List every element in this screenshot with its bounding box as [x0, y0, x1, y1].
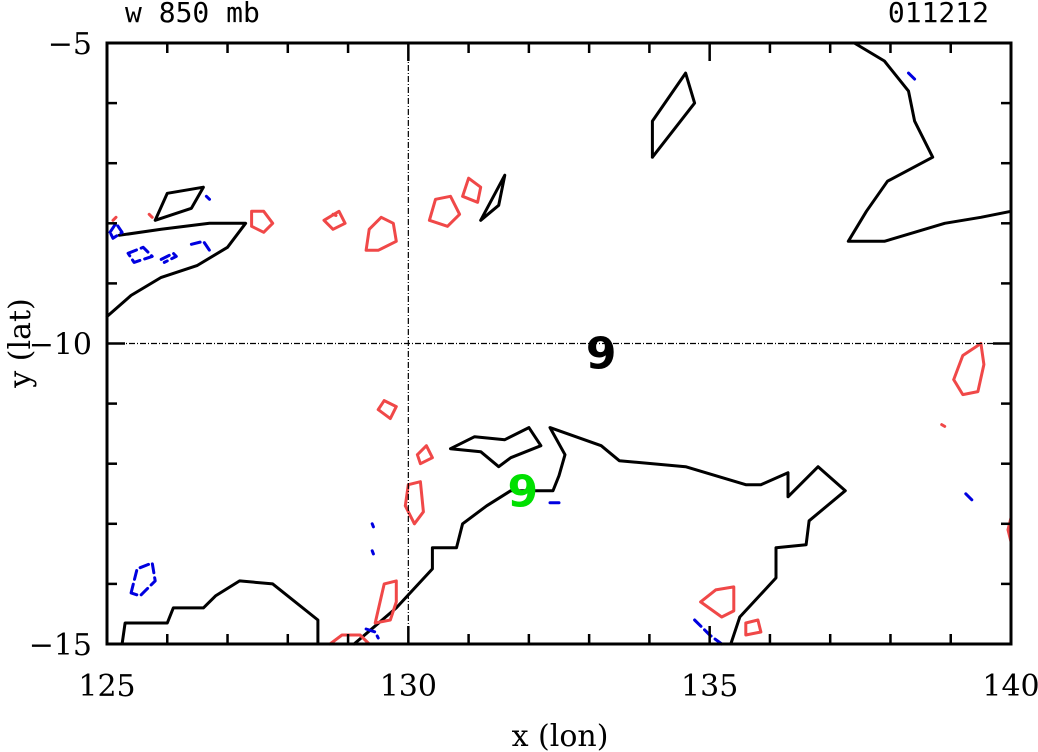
contour-27 — [126, 245, 154, 264]
contour-14 — [415, 444, 434, 466]
contour-32 — [364, 627, 380, 640]
contour-24 — [331, 212, 338, 217]
contour-19 — [744, 618, 763, 637]
contour-4 — [822, 41, 1013, 243]
contour-13 — [376, 399, 398, 421]
y-tick-label: −15 — [29, 628, 92, 663]
contour-1 — [153, 185, 205, 222]
contour-36 — [907, 71, 917, 81]
title-right: 011212 — [888, 0, 989, 29]
contour-16 — [373, 579, 398, 625]
contour-34 — [370, 522, 375, 529]
center-marker-0: 9 — [586, 329, 617, 380]
contour-37 — [964, 492, 974, 502]
contour-22 — [111, 215, 118, 222]
contour-7 — [449, 426, 543, 469]
contour-35 — [370, 549, 375, 556]
x-tick-label: 135 — [681, 669, 738, 704]
contour-3 — [650, 71, 697, 159]
x-axis-label: x (lon) — [512, 719, 609, 752]
title-left: w 850 mb — [125, 0, 260, 29]
contour-5 — [120, 579, 320, 646]
contour-20 — [952, 342, 986, 397]
y-tick-label: −10 — [29, 328, 92, 363]
center-marker-1: 9 — [508, 467, 539, 518]
contour-17 — [328, 633, 371, 646]
center-markers: 99 — [508, 329, 617, 518]
contour-11 — [427, 194, 462, 228]
contour-38 — [204, 194, 211, 201]
reference-lines — [107, 43, 1011, 644]
contour-2 — [479, 173, 507, 222]
contour-25 — [940, 423, 947, 428]
x-tick-label: 130 — [380, 669, 437, 704]
y-axis-label: y (lat) — [3, 298, 38, 388]
x-tick-label: 125 — [78, 669, 135, 704]
contour-18 — [699, 585, 736, 619]
contour-layer — [105, 41, 1013, 646]
contour-28 — [159, 251, 178, 264]
contour-10 — [364, 215, 398, 252]
plot-frame — [105, 41, 1013, 646]
contour-26 — [108, 221, 124, 240]
contour-30 — [129, 561, 157, 598]
contour-8 — [250, 209, 275, 234]
contour-29 — [189, 239, 211, 252]
contour-6 — [352, 426, 847, 646]
contour-12 — [461, 176, 483, 204]
contour-23 — [147, 212, 154, 219]
tick-labels: 125 130 135 140 −15 −10 −5 — [29, 27, 1038, 704]
contour-31 — [693, 618, 724, 646]
contour-0 — [105, 221, 248, 318]
y-tick-label: −5 — [48, 27, 92, 62]
x-tick-label: 140 — [982, 669, 1038, 704]
